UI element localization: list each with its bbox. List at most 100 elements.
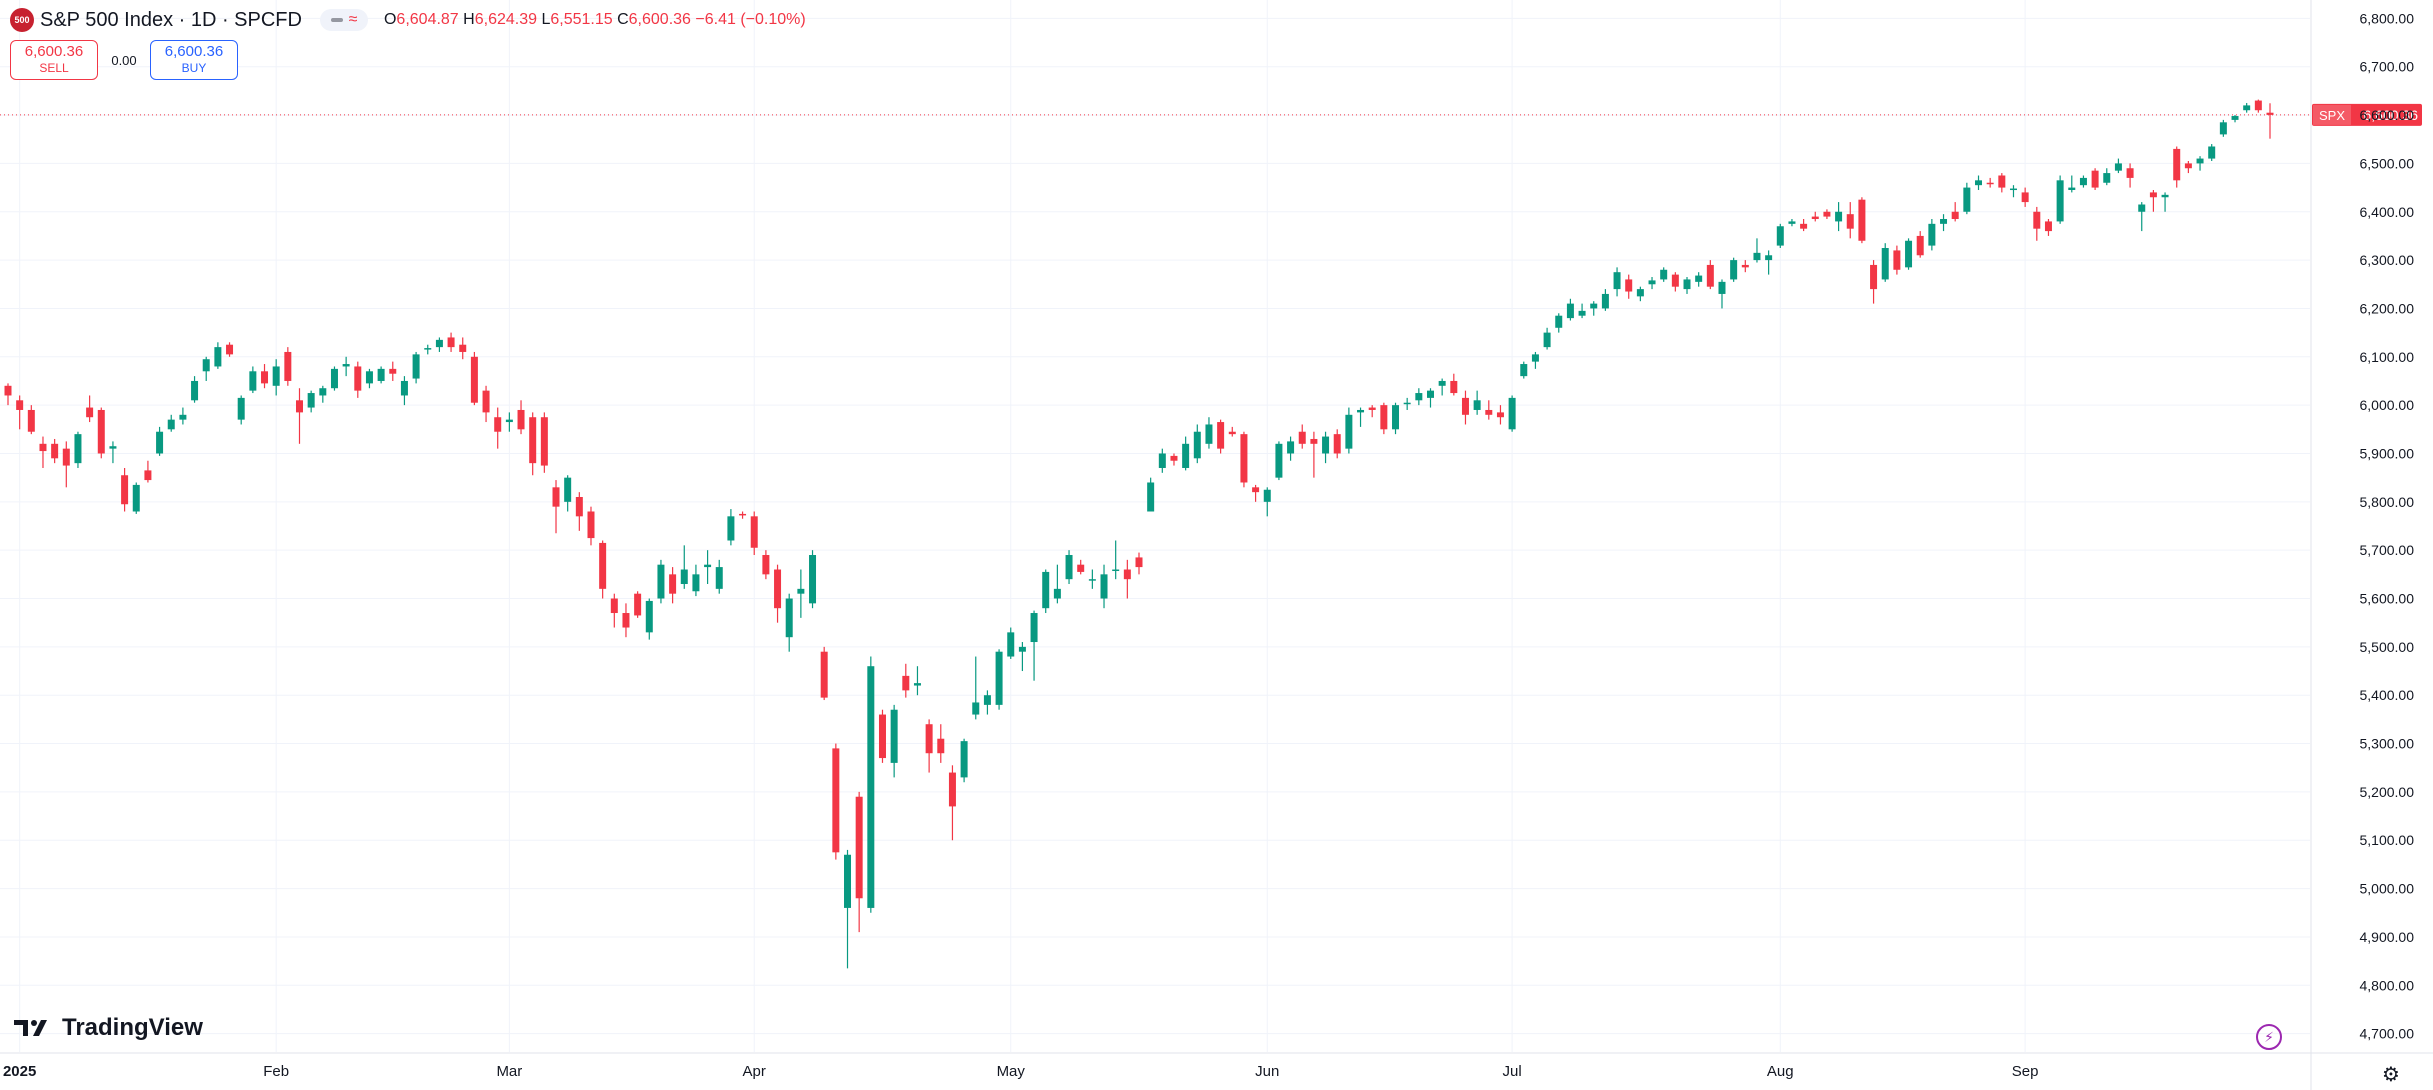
candle-body <box>1112 569 1120 572</box>
candle-body <box>1018 646 1026 652</box>
candle-body <box>2114 163 2122 171</box>
candle-body <box>86 407 94 418</box>
candle-body <box>540 417 548 466</box>
candle-body <box>2079 177 2087 186</box>
candle-body <box>214 347 222 367</box>
candle-body <box>226 344 234 355</box>
y-tick-label: 5,500.00 <box>2360 639 2415 655</box>
candle-body <box>1310 438 1318 444</box>
candle-body <box>179 414 187 420</box>
candle-body <box>424 348 432 350</box>
spread-value: 0.00 <box>111 52 137 68</box>
wave-icon: ≈ <box>348 11 358 28</box>
x-tick-label: Jul <box>1503 1063 1522 1080</box>
candle-body <box>2126 168 2134 178</box>
ohlc-values: O6,604.87 H6,624.39 L6,551.15 C6,600.36 … <box>384 11 806 29</box>
candle-body <box>97 409 105 454</box>
candle-body <box>295 400 303 413</box>
candle-body <box>1345 414 1353 449</box>
candle-body <box>307 393 315 408</box>
candle-body <box>2196 158 2204 164</box>
candle-body <box>1205 424 1213 444</box>
lightning-icon[interactable]: ⚡ <box>2256 1024 2282 1050</box>
change-value: −6.41 (−0.10%) <box>695 11 806 28</box>
candle-body <box>657 564 665 599</box>
candle-body <box>1182 443 1190 468</box>
close-value: 6,600.36 <box>628 11 691 28</box>
candle-body <box>412 354 420 379</box>
last-price-symbol: SPX <box>2319 108 2345 123</box>
tradingview-logo[interactable]: TradingView <box>14 1014 203 1042</box>
candle-body <box>552 487 560 507</box>
candle-body <box>2254 100 2262 111</box>
candle-body <box>470 356 478 403</box>
candle-body <box>762 555 770 575</box>
candle-body <box>459 344 467 352</box>
candle-body <box>995 651 1003 705</box>
x-tick-label: Sep <box>2012 1063 2039 1080</box>
candle-body <box>1438 380 1446 386</box>
candle-body <box>2149 192 2157 198</box>
open-label: O <box>383 11 397 28</box>
gear-icon[interactable]: ⚙ <box>2382 1064 2400 1086</box>
candle-body <box>1625 279 1633 292</box>
x-tick-label: Jun <box>1255 1063 1279 1080</box>
indicator-toggle[interactable]: ≈ <box>319 9 368 31</box>
buy-button[interactable]: 6,600.36 BUY <box>150 40 238 80</box>
symbol-icon[interactable]: 500 <box>10 8 34 32</box>
candle-body <box>1998 175 2006 188</box>
candle-body <box>330 368 338 389</box>
candle-body <box>74 434 82 464</box>
buy-label: BUY <box>181 61 207 75</box>
candle-body <box>1893 250 1901 270</box>
candle-body <box>634 593 642 616</box>
x-tick-label: Apr <box>743 1063 766 1080</box>
price-axis[interactable]: 4,700.00 4,800.00 4,900.00 5,000.00 5,100.00… <box>2310 0 2415 1090</box>
candle-body <box>972 702 980 715</box>
candle-body <box>1263 489 1271 502</box>
candle-body <box>1846 214 1854 229</box>
candle-body <box>39 443 47 452</box>
y-tick-label: 6,100.00 <box>2360 349 2415 365</box>
y-tick-label: 6,000.00 <box>2360 397 2415 413</box>
last-price-value: 6,600.36 <box>2364 107 2419 123</box>
candle-body <box>51 443 59 459</box>
candlestick-series <box>4 99 2274 969</box>
time-axis[interactable]: 2025 Feb Mar Apr May Jun Jul Aug Sep <box>0 1052 2433 1080</box>
y-tick-label: 5,100.00 <box>2360 832 2415 848</box>
candle-body <box>2056 180 2064 222</box>
candle-body <box>1765 255 1773 261</box>
candle-body <box>1357 409 1365 413</box>
x-tick-label: Aug <box>1767 1063 1794 1080</box>
candle-body <box>2231 116 2239 120</box>
candle-body <box>1835 211 1843 222</box>
candle-body <box>377 368 385 381</box>
candle-body <box>167 419 175 430</box>
y-tick-label: 5,700.00 <box>2360 542 2415 558</box>
candle-body <box>937 738 945 754</box>
candle-body <box>1905 240 1913 268</box>
candle-body <box>1485 409 1493 415</box>
candle-body <box>1088 579 1096 581</box>
symbol-title[interactable]: S&P 500 Index · 1D · SPCFD <box>40 8 302 31</box>
candle-body <box>1671 274 1679 287</box>
candle-body <box>272 366 280 386</box>
y-tick-label: 5,900.00 <box>2360 445 2415 461</box>
sell-price: 6,600.36 <box>24 43 84 60</box>
candle-body <box>494 417 502 432</box>
candle-body <box>1601 293 1609 309</box>
candle-body <box>1940 219 1948 224</box>
y-tick-label: 6,400.00 <box>2360 204 2415 220</box>
candle-body <box>1800 223 1808 229</box>
candle-body <box>564 477 572 502</box>
candle-body <box>727 516 735 541</box>
candle-body <box>1158 453 1166 468</box>
candle-body <box>867 666 875 908</box>
sell-button[interactable]: 6,600.36 SELL <box>10 40 98 80</box>
candle-body <box>132 484 140 512</box>
candle-body <box>1450 380 1458 394</box>
y-tick-label: 6,600.00 <box>2360 107 2415 123</box>
candle-body <box>1648 280 1656 285</box>
candle-body <box>1613 272 1621 290</box>
